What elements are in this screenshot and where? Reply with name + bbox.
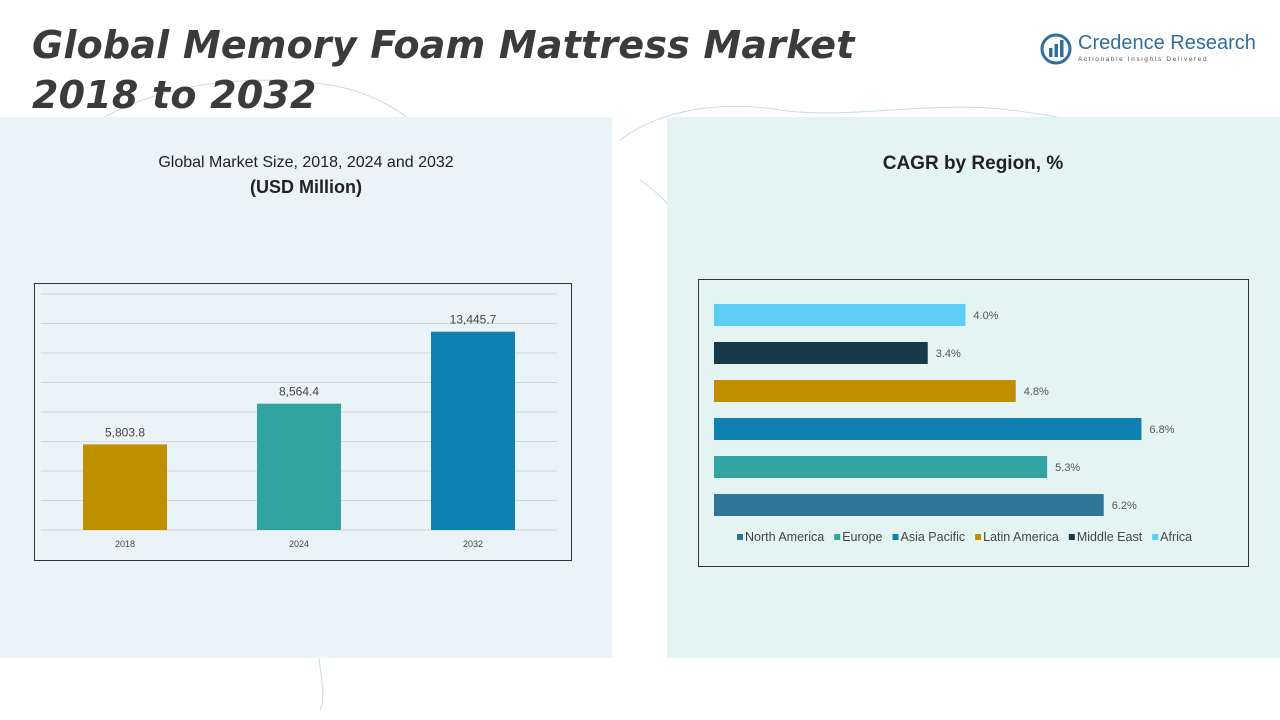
legend-item: North America — [745, 530, 824, 544]
title-line-2: 2018 to 2032 — [32, 73, 317, 117]
legend-swatch — [737, 534, 743, 540]
market-size-chart-frame: 5,803.8 2018 8,564.4 2024 13,445.7 2032 — [34, 283, 572, 561]
bar-2032 — [431, 331, 515, 530]
bar-2024 — [257, 403, 341, 530]
legend: North America Europe Asia Pacific Latin Ame… — [737, 530, 1192, 544]
cagr-chart-frame: 4.0% 3.4% 4.8% 6.8% 5.3% 6.2% North America Eur… — [698, 279, 1249, 567]
market-size-unit: (USD Million) — [250, 177, 362, 197]
bar-north-america — [714, 494, 1104, 516]
bar-2018 — [83, 444, 167, 530]
cagr-horizontal-bar-chart: 4.0% 3.4% 4.8% 6.8% 5.3% 6.2% North America Eur… — [714, 304, 1192, 544]
legend-item: Latin America — [983, 530, 1059, 544]
cagr-title: CAGR by Region, % — [882, 153, 1064, 174]
legend-item: Asia Pacific — [901, 530, 966, 544]
bar-value-label: 6.8% — [1149, 424, 1174, 436]
x-tick-label: 2024 — [289, 539, 309, 549]
legend-swatch — [975, 534, 982, 540]
x-tick-label: 2018 — [115, 539, 135, 549]
logo-icon — [1040, 33, 1072, 65]
bar-latin-america — [714, 380, 1016, 402]
legend-item: Middle East — [1077, 530, 1143, 544]
bar-value-label: 13,445.7 — [450, 313, 497, 327]
cagr-panel: CAGR by Region, % 4.0% 3.4% 4.8% 6.8% 5.3% 6.… — [667, 117, 1280, 658]
legend-item: Europe — [842, 530, 882, 544]
logo-name: Credence Research — [1078, 32, 1256, 54]
bar-value-label: 5.3% — [1055, 462, 1080, 474]
legend-swatch — [834, 534, 841, 540]
logo-tagline: Actionable Insights Delivered — [1078, 56, 1209, 63]
bar-value-label: 6.2% — [1112, 500, 1137, 512]
bar-value-label: 8,564.4 — [279, 385, 319, 399]
page-title: Global Memory Foam Mattress Market 2018 … — [32, 20, 855, 120]
bar-middle-east — [714, 342, 928, 364]
market-size-bar-chart: 5,803.8 2018 8,564.4 2024 13,445.7 2032 — [41, 293, 557, 549]
bar-value-label: 3.4% — [936, 348, 961, 360]
title-line-1: Global Memory Foam Mattress Market — [32, 23, 855, 67]
bar-value-label: 4.0% — [973, 310, 998, 322]
bar-africa — [714, 304, 966, 326]
bar-europe — [714, 456, 1048, 478]
market-size-title: Global Market Size, 2018, 2024 and 2032 — [158, 154, 454, 171]
bar-asia-pacific — [714, 418, 1142, 440]
bar-value-label: 4.8% — [1024, 386, 1049, 398]
legend-swatch — [892, 534, 899, 540]
legend-swatch — [1068, 534, 1075, 540]
legend-item: Africa — [1160, 530, 1192, 544]
legend-swatch — [1152, 534, 1159, 540]
bar-value-label: 5,803.8 — [105, 425, 145, 439]
x-tick-label: 2032 — [463, 539, 483, 549]
credence-logo: Credence Research Actionable Insights De… — [1040, 30, 1260, 70]
market-size-panel: Global Market Size, 2018, 2024 and 2032 … — [0, 117, 612, 658]
